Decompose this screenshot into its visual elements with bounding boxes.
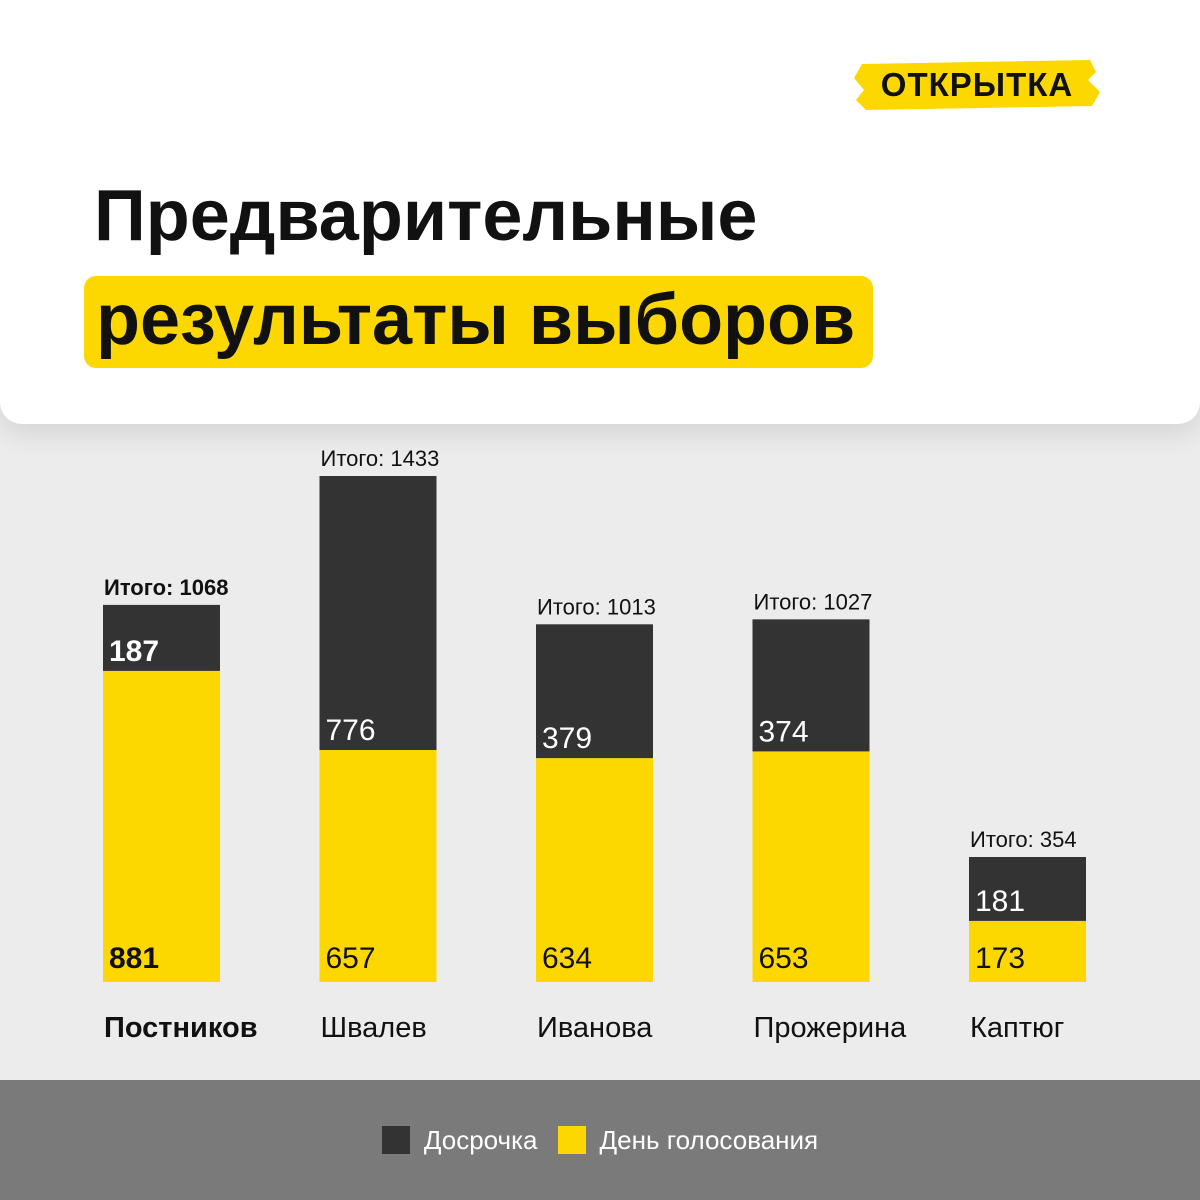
page-title-line1: Предварительные xyxy=(94,176,758,256)
legend-item-early: Досрочка xyxy=(381,1124,538,1156)
category-label: Постников xyxy=(104,1012,258,1044)
brand-label: ОТКРЫТКА xyxy=(880,66,1074,103)
bar-election-day xyxy=(969,920,1086,982)
total-label: Итого: 1433 xyxy=(321,446,440,471)
total-label: Итого: 1068 xyxy=(104,575,228,600)
header-card: ОТКРЫТКА Предварительные результаты выбо… xyxy=(0,0,1200,424)
legend-swatch-early xyxy=(381,1126,410,1154)
bar-election-day xyxy=(536,758,653,982)
category-label: Швалев xyxy=(321,1012,427,1044)
bar-election-day xyxy=(752,751,870,982)
total-label: Итого: 1013 xyxy=(537,594,656,619)
value-label-election-day: 173 xyxy=(975,942,1025,975)
bar-early xyxy=(536,624,653,759)
page-title-line2: результаты выборов xyxy=(96,280,856,360)
value-label-election-day: 634 xyxy=(542,942,592,975)
category-label: Прожерина xyxy=(754,1012,908,1044)
legend-item-election-day: День голосования xyxy=(557,1124,819,1156)
value-label-early: 379 xyxy=(542,722,592,755)
value-label-early: 776 xyxy=(326,714,376,747)
bar-early xyxy=(969,857,1086,921)
legend-label-election-day: День голосования xyxy=(599,1124,819,1155)
title-highlight: результаты выборов xyxy=(84,276,874,368)
bar-election-day xyxy=(103,670,220,982)
value-label-election-day: 881 xyxy=(109,942,159,975)
legend-swatch-election-day xyxy=(557,1126,586,1154)
bar-early xyxy=(103,604,220,671)
value-label-early: 187 xyxy=(109,635,159,668)
bar-early xyxy=(752,619,870,752)
total-label: Итого: 1027 xyxy=(754,589,873,614)
category-label: Иванова xyxy=(537,1012,653,1044)
brush-stroke-icon xyxy=(854,60,1100,110)
value-label-election-day: 653 xyxy=(759,942,809,975)
bar-election-day xyxy=(319,750,437,982)
legend-label-early: Досрочка xyxy=(423,1124,538,1155)
value-label-early: 374 xyxy=(759,715,809,748)
bar-early xyxy=(319,476,437,751)
value-label-early: 181 xyxy=(975,885,1025,918)
category-label: Каптюг xyxy=(970,1012,1064,1044)
legend: Досрочка День голосования xyxy=(0,1080,1200,1200)
stacked-bar-chart: 881 187 Итого: 1068 Постников 657 776 Итого: 1… xyxy=(103,446,1086,1044)
brand-logo[interactable]: ОТКРЫТКА xyxy=(852,58,1102,112)
total-label: Итого: 354 xyxy=(970,827,1077,852)
value-label-election-day: 657 xyxy=(326,942,376,975)
